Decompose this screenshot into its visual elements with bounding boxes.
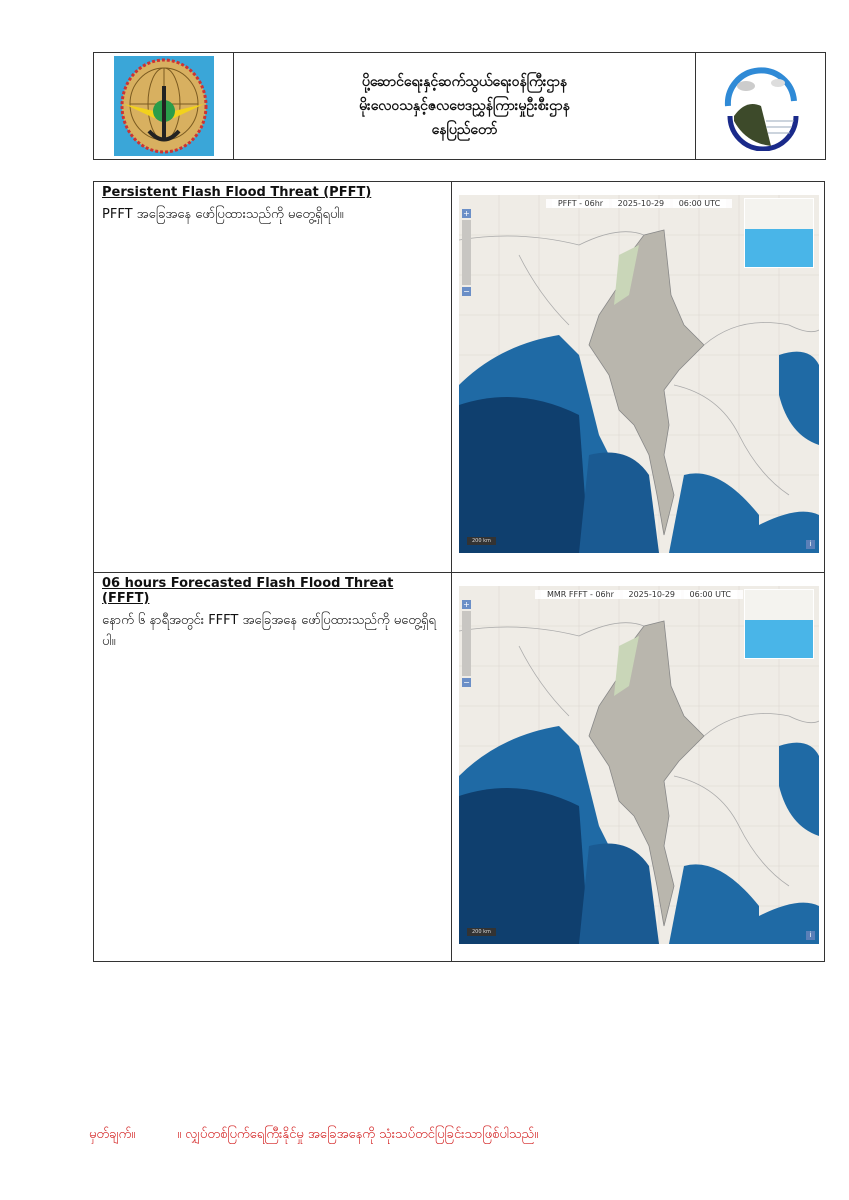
zoom-in-button[interactable]: + bbox=[462, 209, 471, 218]
ministry-logo bbox=[94, 53, 234, 159]
map-base bbox=[459, 195, 819, 553]
letterhead-title: ပို့ဆောင်ရေးနှင့်ဆက်သွယ်ရေးဝန်ကြီးဌာန မိ… bbox=[234, 53, 696, 159]
footer-note: မှတ်ချက်။ ။ လျှပ်တစ်ပြက်ရေကြီးနိုင်မှု အ… bbox=[89, 1126, 538, 1145]
scale-bar: 200 km bbox=[467, 928, 496, 936]
map-product: PFFT - 06hr bbox=[551, 199, 610, 208]
ffft-row: 06 hours Forecasted Flash Flood Threat (… bbox=[94, 573, 824, 961]
ffft-heading: 06 hours Forecasted Flash Flood Threat (… bbox=[102, 576, 394, 606]
department-name: မိုးလေဝသနှင့်ဇလဗေဒညွှန်ကြားမှုဦးစီးဌာန bbox=[359, 98, 570, 114]
zoom-slider[interactable] bbox=[462, 611, 471, 676]
pfft-map: PFFT - 06hr 2025-10-29 06:00 UTC + − 200… bbox=[459, 195, 819, 553]
ffft-description: 06 hours Forecasted Flash Flood Threat (… bbox=[94, 573, 452, 961]
map-date: 2025-10-29 bbox=[622, 590, 681, 599]
map-base bbox=[459, 586, 819, 944]
map-time: 06:00 UTC bbox=[672, 199, 727, 208]
map-date: 2025-10-29 bbox=[611, 199, 671, 208]
pfft-body: PFFT အခြေအနေ ဖော်ပြထားသည်ကို မတွေ့ရှိရပါ… bbox=[102, 207, 344, 222]
info-icon[interactable]: i bbox=[806, 931, 815, 940]
letterhead: ပို့ဆောင်ရေးနှင့်ဆက်သွယ်ရေးဝန်ကြီးဌာန မိ… bbox=[93, 52, 826, 160]
overview-minimap[interactable] bbox=[744, 589, 814, 659]
zoom-in-button[interactable]: + bbox=[462, 600, 471, 609]
pfft-heading: Persistent Flash Flood Threat (PFFT) bbox=[102, 185, 372, 200]
report-table: Persistent Flash Flood Threat (PFFT) PFF… bbox=[93, 181, 825, 962]
overview-minimap[interactable] bbox=[744, 198, 814, 268]
zoom-control: + − bbox=[462, 209, 471, 296]
ministry-name: ပို့ဆောင်ရေးနှင့်ဆက်သွယ်ရေးဝန်ကြီးဌာန bbox=[361, 74, 568, 90]
ffft-body: နောက် ၆ နာရီအတွင်း FFFT အခြေအနေ ဖော်ပြထာ… bbox=[102, 613, 436, 649]
zoom-out-button[interactable]: − bbox=[462, 287, 471, 296]
map-title: PFFT - 06hr 2025-10-29 06:00 UTC bbox=[459, 199, 819, 208]
map-title: MMR FFFT - 06hr 2025-10-29 06:00 UTC bbox=[459, 590, 819, 599]
pfft-description: Persistent Flash Flood Threat (PFFT) PFF… bbox=[94, 182, 452, 572]
note-label: မှတ်ချက်။ bbox=[89, 1127, 136, 1142]
info-icon[interactable]: i bbox=[806, 540, 815, 549]
zoom-out-button[interactable]: − bbox=[462, 678, 471, 687]
hydrology-logo bbox=[696, 53, 825, 159]
map-product: MMR FFFT - 06hr bbox=[540, 590, 620, 599]
pfft-row: Persistent Flash Flood Threat (PFFT) PFF… bbox=[94, 182, 824, 573]
zoom-slider[interactable] bbox=[462, 220, 471, 285]
scale-bar: 200 km bbox=[467, 537, 496, 545]
city-name: နေပြည်တော် bbox=[431, 122, 498, 138]
zoom-control: + − bbox=[462, 600, 471, 687]
map-time: 06:00 UTC bbox=[683, 590, 738, 599]
note-text: ။ လျှပ်တစ်ပြက်ရေကြီးနိုင်မှု အခြေအနေကို … bbox=[177, 1127, 539, 1142]
ffft-map: MMR FFFT - 06hr 2025-10-29 06:00 UTC + −… bbox=[459, 586, 819, 944]
